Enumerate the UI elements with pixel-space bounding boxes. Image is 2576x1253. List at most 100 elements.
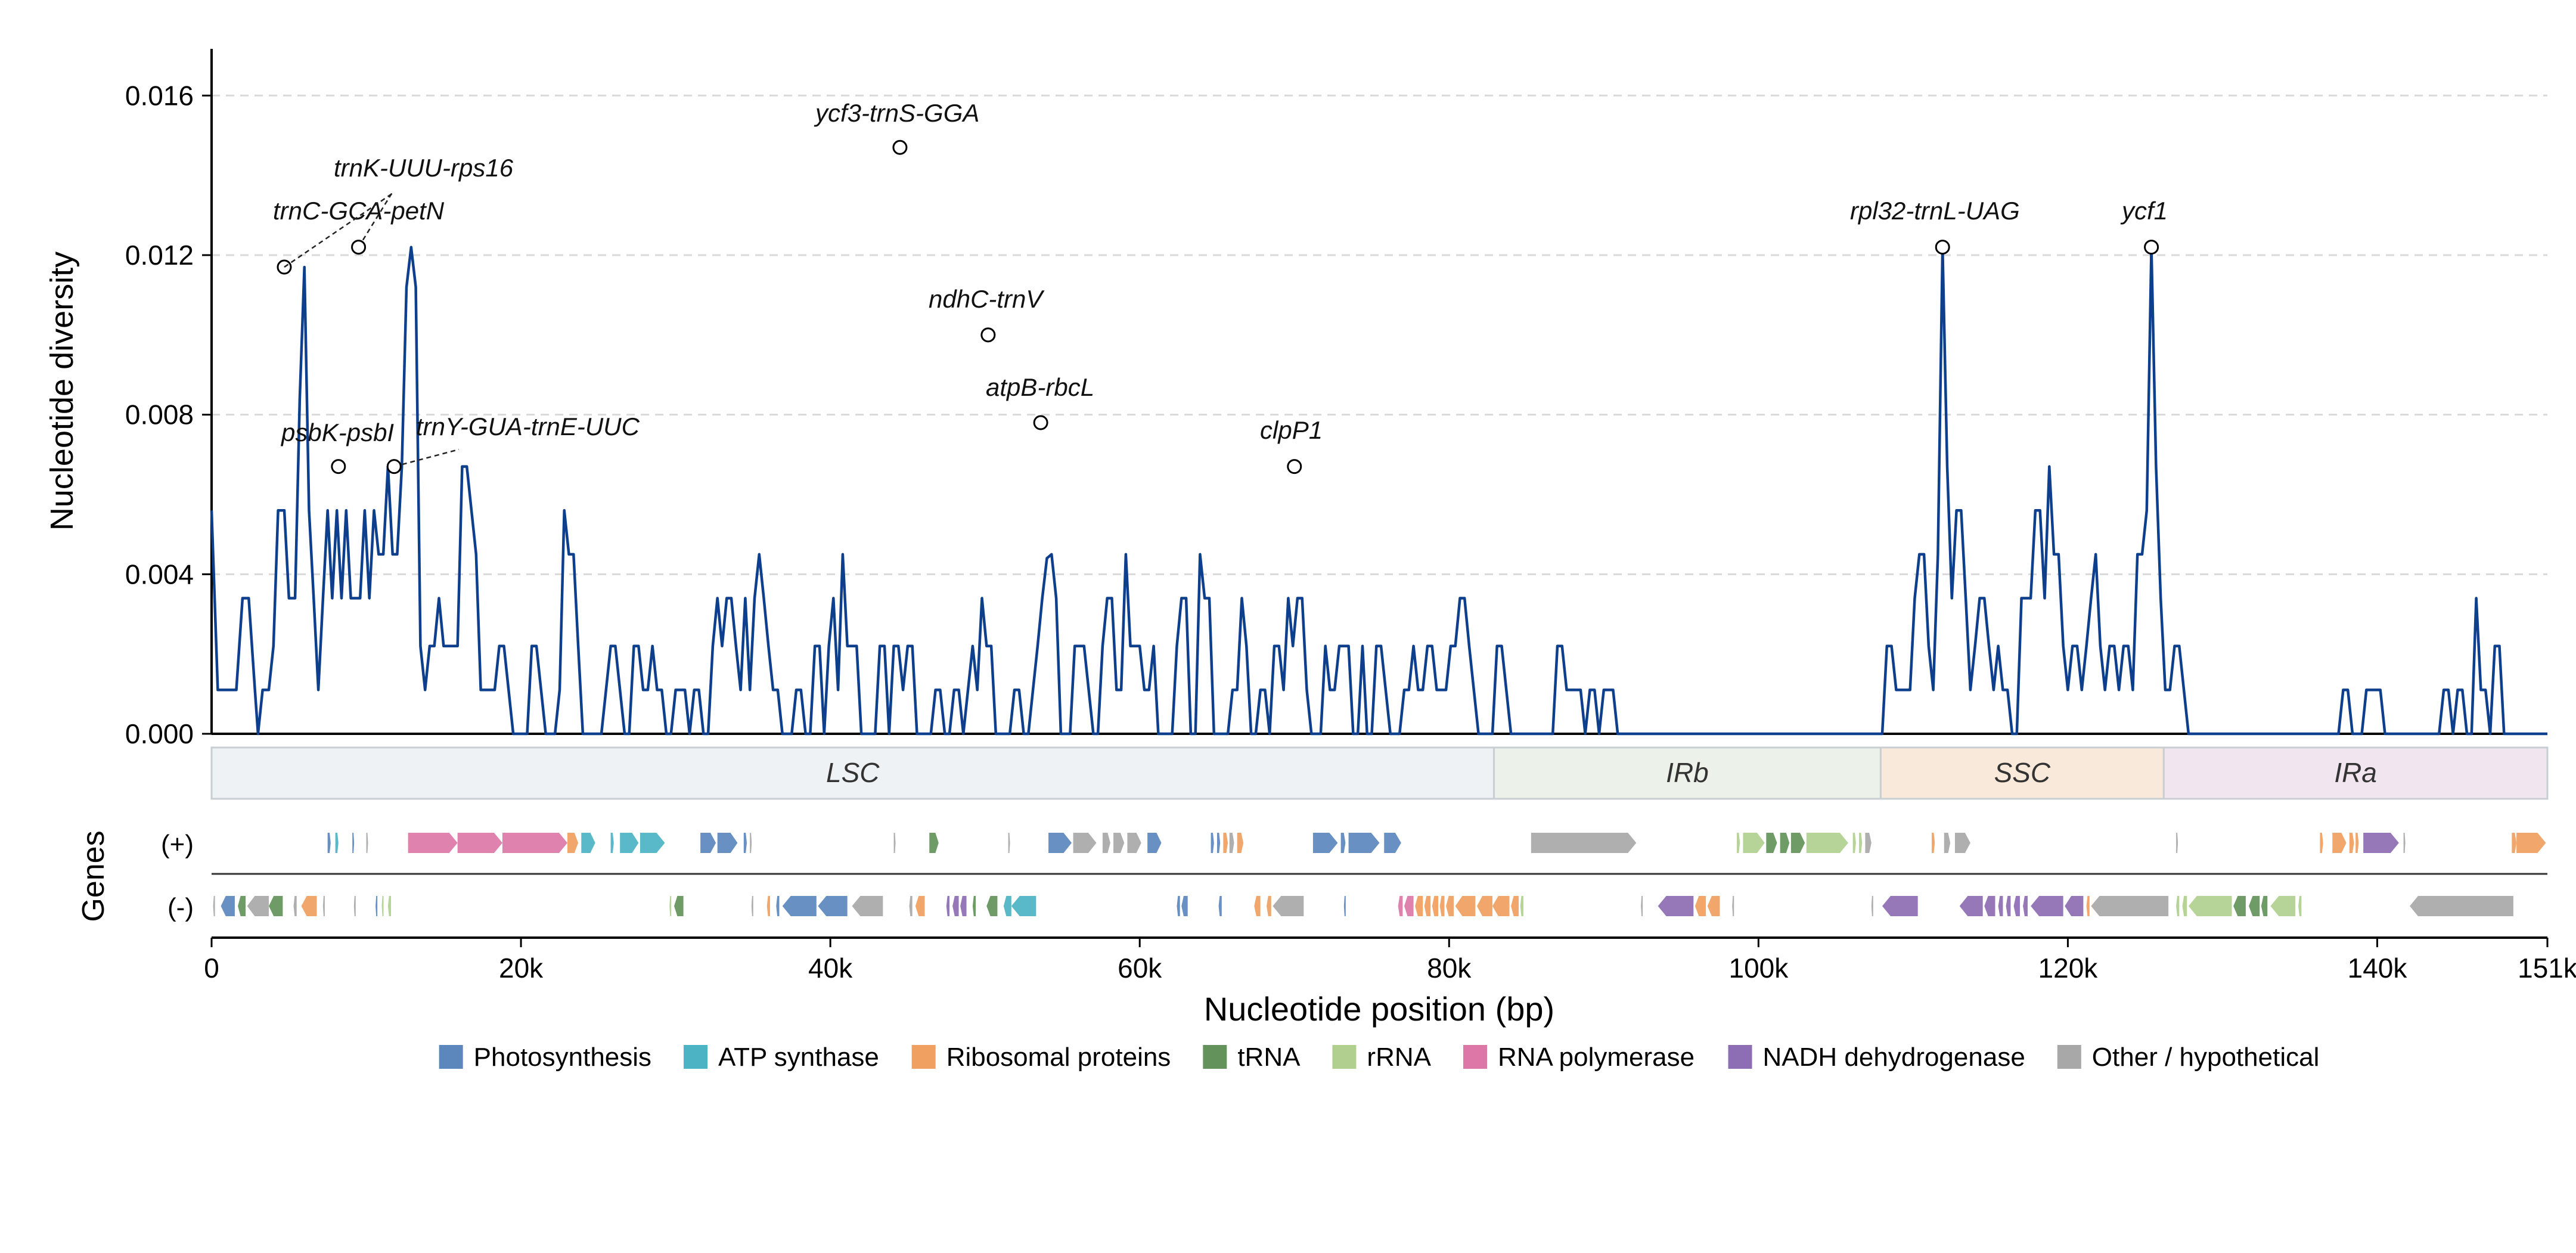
- gene-minus: [1343, 896, 1346, 916]
- x-tick-label: 140k: [2348, 953, 2408, 984]
- gene-minus: [247, 896, 269, 916]
- peak-marker: [1287, 459, 1302, 474]
- peak-marker: [1033, 415, 1048, 430]
- y-axis-label: Nucleotide diversity: [44, 252, 80, 531]
- tick-labels: 0.000 0.004 0.008 0.012 0.016 0 20k 40k 60k 80k 10…: [125, 80, 2576, 984]
- gene-minus: [2298, 896, 2302, 916]
- gene-plus: [1766, 833, 1777, 853]
- gene-minus: [776, 896, 780, 916]
- gene-plus: [1743, 833, 1765, 853]
- gene-plus: [750, 833, 752, 853]
- gene-minus: [1003, 896, 1011, 916]
- peak-label: ycf1: [2120, 197, 2168, 225]
- gene-minus: [2023, 896, 2028, 916]
- gene-minus: [1455, 896, 1476, 916]
- x-tick-label: 80k: [1427, 953, 1472, 984]
- genes-label: Genes: [76, 830, 111, 922]
- peak-label: atpB-rbcL: [986, 373, 1094, 401]
- gene-minus: [2410, 896, 2513, 916]
- gene-minus: [674, 896, 684, 916]
- gene-minus: [1415, 896, 1423, 916]
- x-axis-label: Nucleotide position (bp): [1204, 990, 1554, 1028]
- region-lsc: [210, 746, 1495, 800]
- gene-plus: [1073, 833, 1097, 853]
- gene-minus: [2188, 896, 2232, 916]
- region-label: LSC: [826, 757, 880, 788]
- y-tick-label: 0.000: [125, 718, 194, 749]
- gene-plus: [640, 833, 665, 853]
- x-tick-label: 40k: [808, 953, 853, 984]
- gene-plus: [1780, 833, 1790, 853]
- gene-minus: [1011, 896, 1036, 916]
- gene-minus: [915, 896, 925, 916]
- gene-plus: [1048, 833, 1072, 853]
- region-ira: [2162, 746, 2549, 800]
- legend-label: Other / hypothetical: [2092, 1043, 2320, 1072]
- gene-plus: [2512, 833, 2517, 853]
- y-tick-label: 0.012: [125, 240, 194, 271]
- gene-plus: [2176, 833, 2178, 853]
- gene-plus: [1147, 833, 1162, 853]
- gene-minus: [375, 896, 378, 916]
- peak-marker: [2144, 240, 2159, 255]
- gene-plus: [1806, 833, 1848, 853]
- gene-minus: [238, 896, 246, 916]
- gene-minus: [1959, 896, 1983, 916]
- legend: Photosynthesis ATP synthase Ribosomal prot…: [439, 1043, 2320, 1072]
- gene-minus: [2182, 896, 2187, 916]
- region-ssc: [1879, 746, 2165, 800]
- gene-minus: [2091, 896, 2169, 916]
- gene-minus: [2031, 896, 2063, 916]
- gene-minus: [1641, 896, 1643, 916]
- legend-label: NADH dehydrogenase: [1763, 1043, 2025, 1072]
- gene-minus: [1446, 896, 1454, 916]
- gene-plus: [352, 833, 355, 853]
- gene-minus: [909, 896, 913, 916]
- gene-minus: [2270, 896, 2295, 916]
- legend-label: RNA polymerase: [1498, 1043, 1694, 1072]
- legend-swatch: [1463, 1045, 1487, 1069]
- gene-plus: [1113, 833, 1125, 853]
- legend-label: Photosynthesis: [474, 1043, 651, 1072]
- gene-minus: [1882, 896, 1918, 916]
- gene-minus: [293, 896, 297, 916]
- gene-minus: [1267, 896, 1271, 916]
- gene-minus: [1520, 896, 1523, 916]
- gene-minus: [353, 896, 356, 916]
- gene-plus: [457, 833, 502, 853]
- x-tick-label: 20k: [499, 953, 544, 984]
- gene-minus: [1732, 896, 1734, 916]
- gene-minus: [1998, 896, 2003, 916]
- gene-plus: [1932, 833, 1935, 853]
- gene-minus: [946, 896, 949, 916]
- x-tick-label: 151k: [2518, 953, 2576, 984]
- peak-label: trnK-UUU-rps16: [334, 154, 514, 182]
- gene-minus: [818, 896, 848, 916]
- gene-plus: [2349, 833, 2354, 853]
- gene-minus: [1424, 896, 1431, 916]
- gene-minus: [2065, 896, 2084, 916]
- legend-swatch: [911, 1045, 936, 1069]
- region-label: IRb: [1666, 757, 1709, 788]
- gene-plus: [1954, 833, 1970, 853]
- gene-minus: [221, 896, 235, 916]
- peak-leader-line: [284, 191, 395, 268]
- gene-plus: [567, 833, 579, 853]
- gene-minus: [751, 896, 753, 916]
- gene-plus: [1384, 833, 1401, 853]
- legend-label: ATP synthase: [718, 1043, 879, 1072]
- peak-marker: [386, 459, 402, 474]
- y-tick-label: 0.008: [125, 399, 194, 430]
- peak-label: clpP1: [1260, 416, 1323, 444]
- gene-plus: [1102, 833, 1110, 853]
- gene-minus: [2233, 896, 2246, 916]
- gene-plus: [717, 833, 738, 853]
- legend-swatch: [439, 1045, 463, 1069]
- region-label: IRa: [2334, 757, 2377, 788]
- gene-plus: [1859, 833, 1863, 853]
- x-tick-label: 100k: [1728, 953, 1789, 984]
- gene-minus: [1658, 896, 1694, 916]
- gene-plus: [1312, 833, 1338, 853]
- gene-minus: [952, 896, 959, 916]
- gene-plus: [620, 833, 639, 853]
